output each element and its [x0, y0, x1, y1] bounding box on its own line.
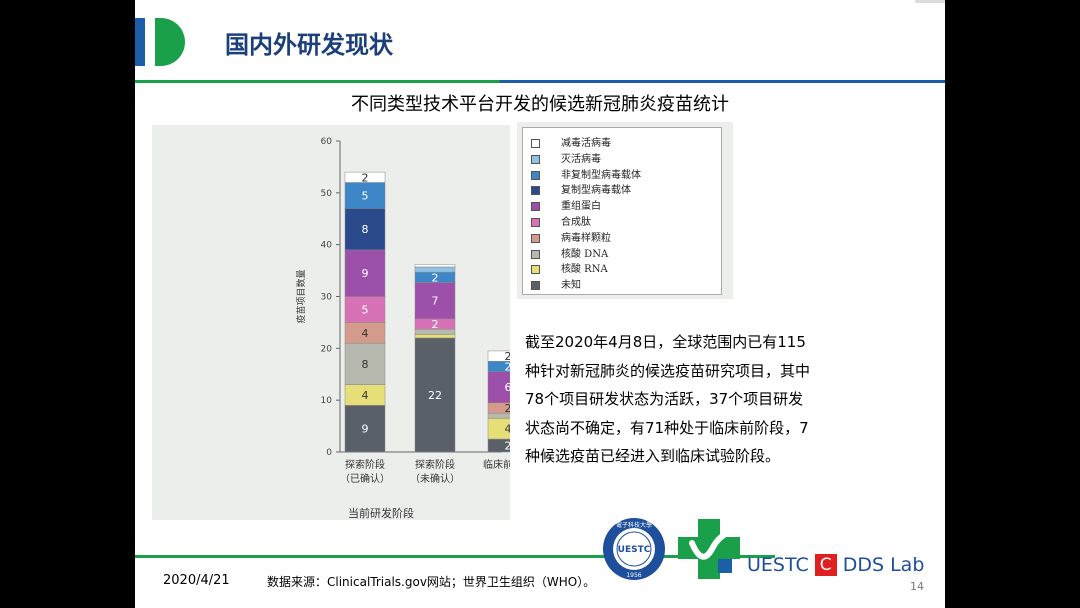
bar-segment-label: 2	[505, 360, 511, 373]
bar-segment	[344, 208, 386, 251]
bar-segment	[414, 282, 456, 320]
legend-swatch	[531, 233, 540, 243]
legend-label: 重组蛋白	[561, 201, 601, 213]
x-tick-label-line2: （未确认）	[410, 472, 460, 485]
bar-segment	[344, 296, 386, 323]
y-tick-label: 50	[321, 189, 333, 199]
page-number: 14	[910, 580, 924, 593]
bar-segment-label: 8	[362, 223, 369, 236]
title-logo-half-circle	[155, 18, 185, 66]
seal-year: 1956	[626, 572, 641, 579]
seal-center-text: UESTC	[618, 545, 651, 555]
bar-segment-label: 2	[505, 440, 511, 453]
title-logo-bar	[135, 18, 145, 66]
legend-label: 核酸 DNA	[561, 248, 609, 260]
bar-segment-label: 4	[362, 389, 369, 402]
legend-label: 减毒活病毒	[561, 138, 611, 149]
bar-segment	[414, 337, 456, 453]
corner-mark	[915, 0, 945, 3]
stacked-bar-chart: 0102030405060疫苗项目数量当前研发阶段948459852探索阶段（已…	[295, 137, 617, 520]
bar-segment-label: 22	[428, 389, 442, 402]
bar-segment-label: 2	[432, 318, 439, 331]
y-tick-label: 40	[321, 241, 333, 251]
bar-segment-label: 2	[505, 350, 511, 363]
brand-dds-lab: DDS Lab	[842, 553, 925, 576]
slide-date: 2020/4/21	[163, 573, 230, 588]
brand-c-badge: C	[814, 553, 837, 576]
description-text: 截至2020年4月8日，全球范围内已有115种针对新冠肺炎的候选疫苗研究项目，其…	[525, 333, 811, 465]
legend-swatch	[531, 249, 540, 259]
bar-segment	[344, 405, 386, 453]
legend-label: 病毒样颗粒	[561, 232, 611, 244]
bar-segment	[414, 334, 456, 339]
legend-label: 非复制型病毒载体	[561, 169, 641, 181]
bar-segment-label: 5	[362, 303, 369, 316]
legend-swatch	[531, 154, 540, 164]
seal-top-text: 電子科技大學	[616, 521, 652, 529]
x-tick-label: 临床前阶段	[483, 458, 510, 471]
bar-segment-label: 4	[362, 327, 369, 340]
bar-segment	[414, 264, 456, 268]
lab-cross-logo-icon	[678, 519, 740, 579]
legend-swatch	[531, 265, 540, 275]
y-tick-label: 30	[321, 293, 333, 303]
bar-segment-label: 9	[362, 267, 369, 280]
legend-swatch	[531, 281, 540, 291]
slide-title: 国内外研发现状	[225, 31, 393, 59]
x-tick-label: 探索阶段	[345, 458, 385, 471]
legend-label: 复制型病毒载体	[561, 185, 631, 197]
footer-divider	[135, 555, 775, 558]
bar-segment-label: 6	[505, 381, 511, 394]
chart-panel: 0 10 20 30 40 50 60 疫苗项目数量 当前研发阶段 9 4 8 4 5 9 8 5 2 探索阶段 （已…	[152, 125, 617, 520]
legend-swatch	[531, 202, 540, 212]
legend-swatch	[531, 170, 540, 180]
chart-subtitle: 不同类型技术平台开发的候选新冠肺炎疫苗统计	[351, 94, 729, 115]
x-tick-label-line2: （已确认）	[340, 472, 390, 485]
bar-segment-label: 5	[362, 189, 369, 202]
chart-legend: 减毒活病毒灭活病毒非复制型病毒载体 复制型病毒载体 重组蛋白合成肽病毒样颗粒核酸 D…	[522, 127, 722, 295]
legend-panel: 减毒活病毒灭活病毒非复制型病毒载体 复制型病毒载体 重组蛋白合成肽病毒样颗粒核酸 D…	[517, 122, 733, 299]
y-tick-label: 10	[321, 396, 333, 406]
bar-segment-label: 7	[432, 295, 439, 308]
bar-segment-label: 4	[505, 423, 511, 436]
bar-segment	[344, 171, 386, 183]
legend-label: 合成肽	[561, 217, 591, 228]
brand-uestc: UESTC	[747, 553, 809, 576]
legend-label: 未知	[561, 280, 581, 292]
legend-label: 核酸 RNA	[561, 264, 608, 276]
bar-segment-label: 2	[362, 171, 369, 184]
y-tick-label: 20	[321, 344, 333, 354]
y-tick-label: 60	[321, 137, 333, 147]
slide: 国内外研发现状 不同类型技术平台开发的候选新冠肺炎疫苗统计 0 10 20 30 40 5…	[135, 0, 945, 608]
lab-brand: UESTC C DDS Lab	[747, 553, 924, 576]
bar-segment	[344, 182, 386, 209]
y-axis-label: 疫苗项目数量	[295, 269, 307, 323]
bar-segment-label: 2	[505, 402, 511, 415]
legend-swatch	[531, 139, 540, 148]
x-tick-label: 探索阶段	[415, 458, 455, 471]
legend-label: 灭活病毒	[561, 153, 601, 165]
title-divider	[135, 80, 945, 83]
bar-segment-label: 9	[362, 423, 369, 436]
x-axis-label: 当前研发阶段	[348, 506, 414, 520]
y-tick-label: 0	[326, 448, 332, 458]
legend-swatch	[531, 218, 540, 227]
bar-segment-label: 8	[362, 358, 369, 371]
university-seal-icon: 電子科技大學 UESTC 1956	[603, 518, 665, 580]
bar-segment-label: 2	[432, 271, 439, 284]
data-source: 数据来源：ClinicalTrials.gov网站；世界卫生组织（WHO）。	[267, 575, 596, 589]
bar-segment	[344, 249, 386, 297]
bar-segment	[414, 266, 456, 273]
legend-swatch	[531, 186, 540, 196]
